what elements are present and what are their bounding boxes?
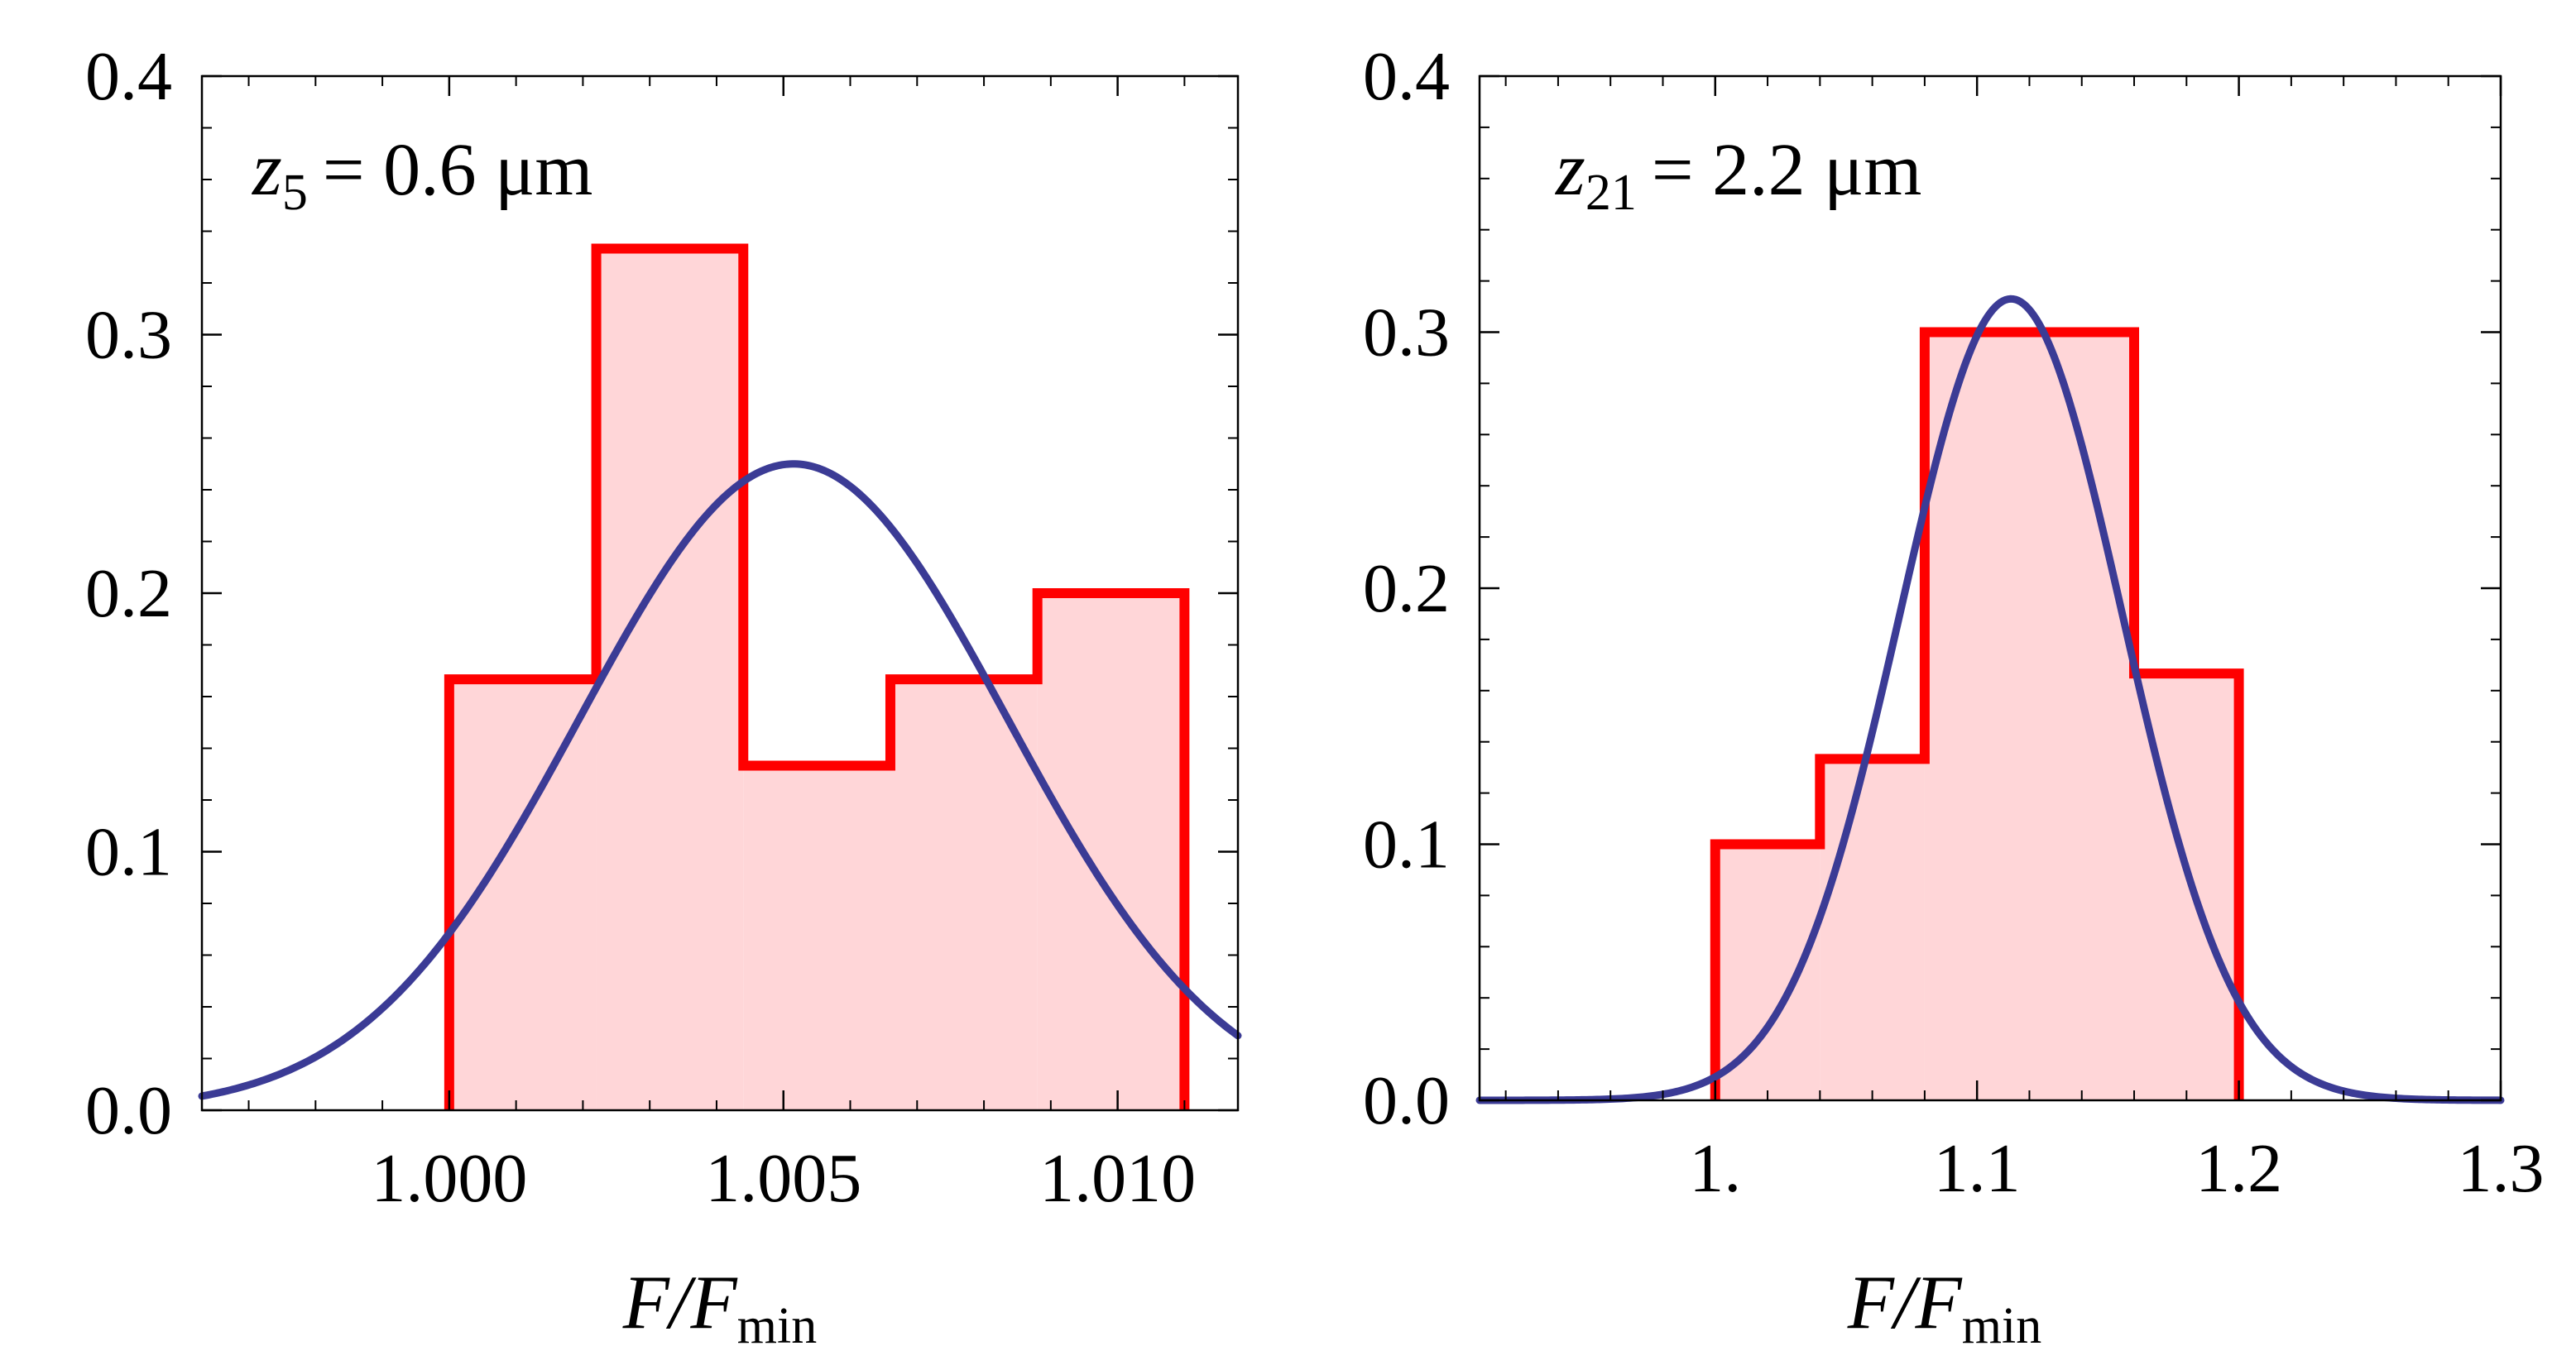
histogram-outline [444, 243, 1190, 1110]
x-tick-label: 1.1 [1934, 1130, 2021, 1207]
x-tick-label: 1.005 [705, 1140, 861, 1217]
panel-annotation: z21 = 2.2 μm [1554, 127, 1921, 221]
histogram-bar [1924, 332, 2135, 1100]
histogram-bar [743, 765, 890, 1110]
y-tick-label: 0.2 [85, 555, 172, 632]
x-tick-label: 1.2 [2195, 1130, 2282, 1207]
histogram-bar [1037, 593, 1185, 1110]
y-tick-label: 0.2 [1363, 550, 1450, 627]
x-tick-label: 1.010 [1039, 1140, 1196, 1217]
x-axis-label: F/Fmin [622, 1260, 817, 1354]
histogram-bar [890, 679, 1038, 1110]
y-tick-label: 0.3 [1363, 295, 1450, 371]
y-tick-label: 0.4 [1363, 38, 1450, 115]
x-tick-label: 1.000 [371, 1140, 527, 1217]
histogram-bar [449, 679, 597, 1110]
y-tick-label: 0.0 [85, 1072, 172, 1149]
histogram-bar [1715, 844, 1820, 1100]
chart-panel-2: 0.0 0.1 0.2 0.3 0.4 1. 1.1 1.2 1.3 F/Fmin z21 = 2.2… [1363, 38, 2545, 1354]
y-tick-label: 0.3 [85, 297, 172, 374]
histogram-outline [1710, 327, 2244, 1100]
y-tick-label: 0.4 [85, 38, 172, 115]
y-tick-label: 0.1 [1363, 807, 1450, 884]
x-tick-label: 1.3 [2458, 1130, 2545, 1207]
x-axis-label: F/Fmin [1847, 1260, 2041, 1354]
histogram-bar [596, 248, 744, 1110]
fit-curve [198, 460, 1242, 1100]
x-tick-label: 1. [1689, 1130, 1741, 1207]
histogram-bar [1820, 759, 1925, 1100]
y-tick-label: 0.1 [85, 814, 172, 891]
chart-panel-1: 0.0 0.1 0.2 0.3 0.4 1.000 1.005 1.010 F/Fmin z5 = … [85, 38, 1242, 1354]
panel-annotation: z5 = 0.6 μm [251, 127, 592, 221]
fit-curve [1475, 295, 2505, 1104]
y-tick-label: 0.0 [1363, 1062, 1450, 1139]
